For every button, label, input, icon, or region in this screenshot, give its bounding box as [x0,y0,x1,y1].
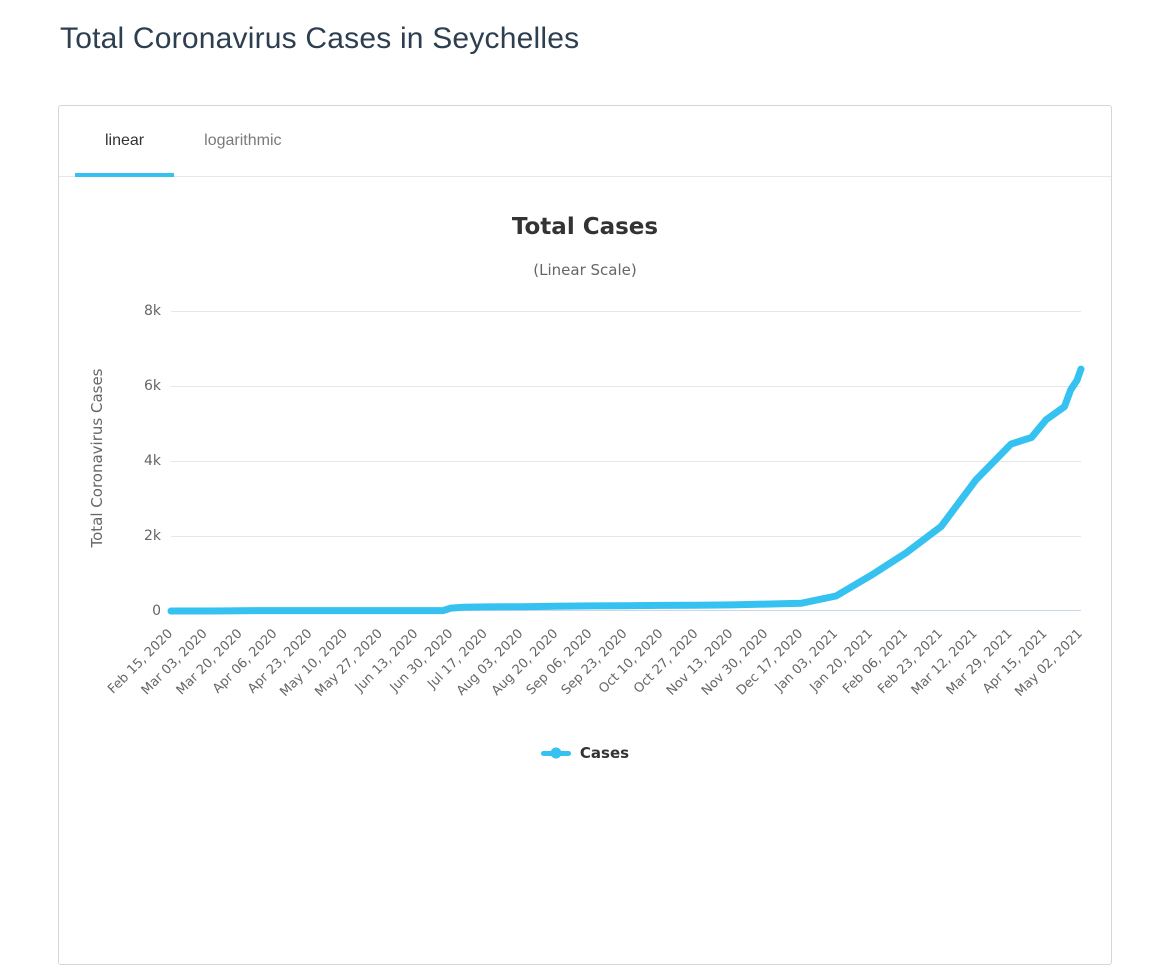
chart-title: Total Cases [511,214,659,240]
legend-line-marker-icon [540,747,571,759]
x-axis-line [171,610,1081,611]
plot-area[interactable] [167,311,1085,615]
y-tick-label-4k: 4k [143,453,161,469]
legend-label: Cases [579,744,630,762]
y-tick-label-8k: 8k [143,303,161,319]
y-tick-label-6k: 6k [143,378,161,394]
legend-item-cases[interactable]: Cases [59,744,1111,762]
active-tab-underline [75,173,175,177]
page-title: Total Coronavirus Cases in Seychelles [60,22,580,55]
chart-card: linear logarithmic Total Cases (Linear S… [58,105,1112,965]
gridline-8k [171,311,1081,312]
cases-line-series[interactable] [167,311,1085,615]
chart-area: Total Cases (Linear Scale) Total Coronav… [59,177,1111,877]
gridline-2k [171,536,1081,537]
tab-linear[interactable]: linear [75,106,175,177]
legend-dot-icon [550,747,562,759]
chart-subtitle: (Linear Scale) [533,261,637,279]
tab-linear-label: linear [105,132,145,149]
gridline-4k [171,461,1081,462]
y-tick-label-0: 0 [152,603,161,619]
cases-line[interactable] [167,365,1085,615]
tab-logarithmic-label: logarithmic [204,132,282,149]
scale-tabbar: linear logarithmic [59,106,1111,177]
tab-logarithmic[interactable]: logarithmic [174,106,311,176]
gridline-6k [171,386,1081,387]
y-tick-label-2k: 2k [143,528,161,544]
